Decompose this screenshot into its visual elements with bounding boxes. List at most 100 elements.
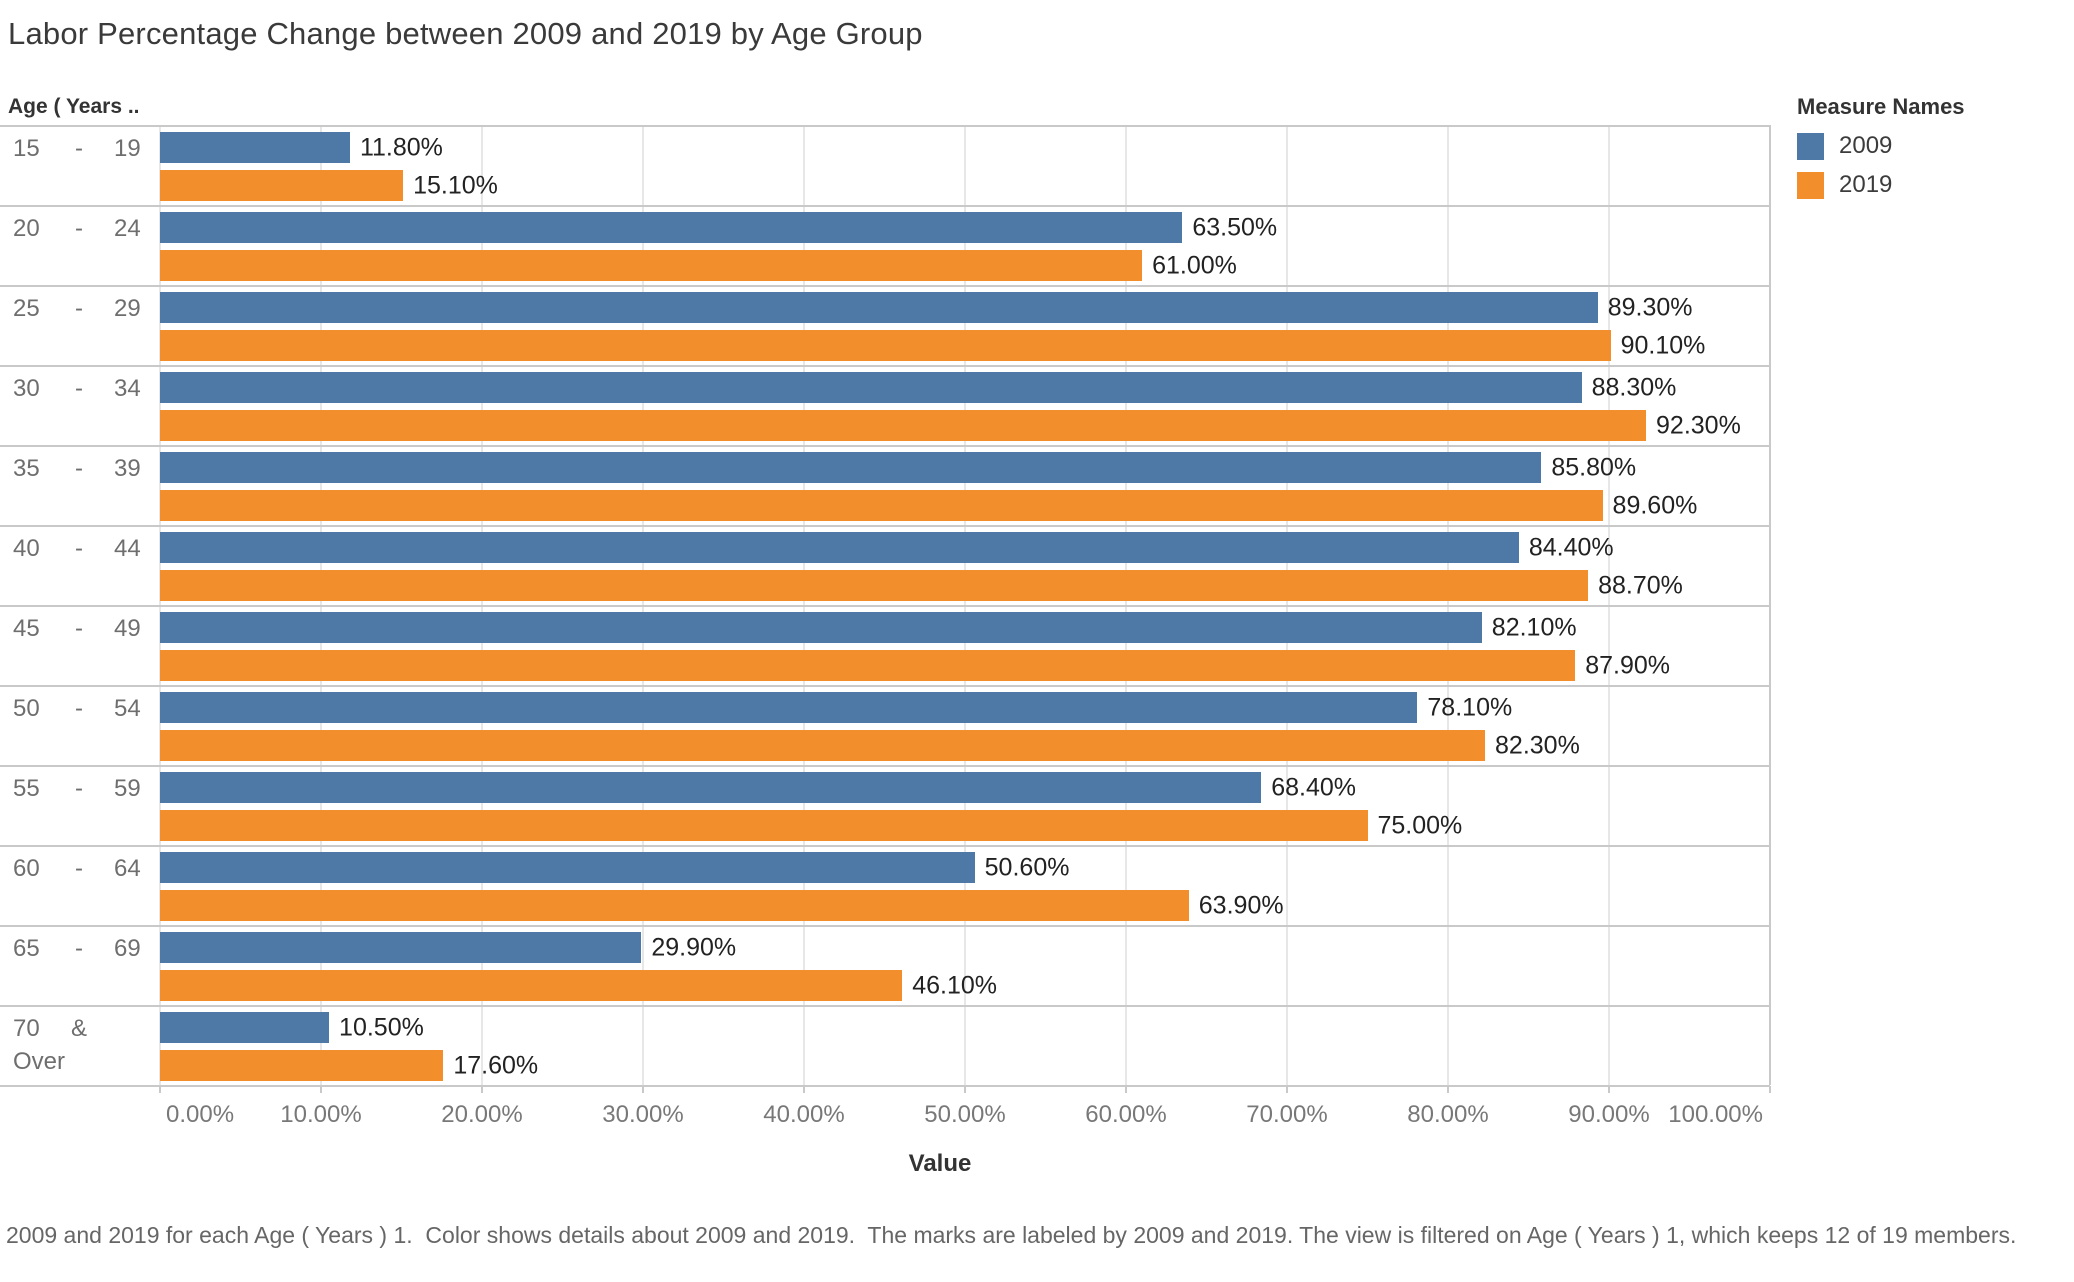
caption: 2009 and 2019 for each Age ( Years ) 1. … <box>6 1222 2017 1248</box>
bar-2019[interactable] <box>160 410 1647 441</box>
bar-value-label: 89.30% <box>1607 293 1693 321</box>
bar-2019[interactable] <box>160 650 1576 681</box>
bar-2009[interactable] <box>160 452 1542 483</box>
bar-2009[interactable] <box>160 612 1482 643</box>
bar-2009[interactable] <box>160 532 1519 563</box>
age-separator: - <box>75 135 83 162</box>
bar-row-2009: 10.50% <box>160 1012 1770 1043</box>
x-tick-label: 70.00% <box>1246 1101 1328 1128</box>
bar-value-label: 15.10% <box>413 171 498 199</box>
bar-row-2019: 63.90% <box>160 890 1770 921</box>
age-separator: - <box>75 855 83 882</box>
bar-row-2009: 68.40% <box>160 772 1770 803</box>
age-start: 20 <box>13 215 40 242</box>
age-group-label: 70 & Over <box>0 1015 160 1093</box>
age-group-label: 30 - 34 <box>0 375 160 453</box>
age-start: 25 <box>13 295 40 322</box>
bar-value-label: 84.40% <box>1528 533 1614 561</box>
bar-value-label: 11.80% <box>359 133 443 161</box>
age-group-label: 50 - 54 <box>0 695 160 773</box>
x-tick-label: 100.00% <box>1668 1101 1763 1128</box>
legend-item-2009[interactable]: 2009 <box>1797 132 2073 160</box>
legend-swatch-2009[interactable] <box>1797 132 1824 160</box>
age-end: 49 <box>114 615 141 642</box>
legend-item-label: 2019 <box>1839 171 1893 198</box>
bar-row-2009: 78.10% <box>160 692 1770 723</box>
bar-value-label: 88.70% <box>1598 571 1683 599</box>
age-band-row: 50 - 54 78.10% 82.30% <box>0 685 1770 765</box>
bar-2009[interactable] <box>160 372 1582 403</box>
age-group-label: 15 - 19 <box>0 135 160 213</box>
bars-zone: 89.30% 90.10% <box>160 287 1770 365</box>
bar-2019[interactable] <box>160 170 404 201</box>
age-start: 50 <box>13 695 40 722</box>
bar-2009[interactable] <box>160 932 642 963</box>
bar-value-label: 85.80% <box>1551 453 1637 481</box>
bar-value-label: 17.60% <box>453 1051 539 1079</box>
bar-row-2009: 84.40% <box>160 532 1770 563</box>
age-group-label: 40 - 44 <box>0 535 160 613</box>
bar-2009[interactable] <box>160 1012 330 1043</box>
age-end: 29 <box>114 295 141 322</box>
x-tick-label: 0.00% <box>166 1101 235 1128</box>
x-tick-label: 50.00% <box>924 1101 1006 1128</box>
bar-2019[interactable] <box>160 490 1603 521</box>
bar-value-label: 61.00% <box>1152 251 1237 279</box>
age-separator: - <box>75 615 83 642</box>
bar-2019[interactable] <box>160 730 1486 761</box>
age-band-row: 55 - 59 68.40% 75.00% <box>0 765 1770 845</box>
x-tick <box>1447 1086 1449 1093</box>
age-end: 19 <box>114 135 141 162</box>
legend-item-2019[interactable]: 2019 <box>1797 171 2073 199</box>
age-band-row: 35 - 39 85.80% 89.60% <box>0 445 1770 525</box>
legend-title: Measure Names <box>1797 94 1965 119</box>
bar-value-label: 63.50% <box>1192 213 1278 241</box>
x-tick <box>159 1086 161 1093</box>
age-start: 70 <box>13 1015 40 1042</box>
bar-2009[interactable] <box>160 772 1262 803</box>
age-start: 60 <box>13 855 40 882</box>
bar-2009[interactable] <box>160 292 1598 323</box>
age-end: 39 <box>114 455 141 482</box>
age-band-row: 70 & Over 10.50% 17.60% <box>0 1005 1770 1085</box>
gridline-100pct <box>1769 125 1771 1085</box>
bars-zone: 63.50% 61.00% <box>160 207 1770 285</box>
x-tick <box>1769 1086 1771 1093</box>
bars-zone: 88.30% 92.30% <box>160 367 1770 445</box>
plot-area: 15 - 19 11.80% 15.10% 20 - 24 63.50% 61.00% 25 - 29 8… <box>0 125 1771 1087</box>
bar-row-2019: 88.70% <box>160 570 1770 601</box>
x-tick <box>481 1086 483 1093</box>
bars-zone: 85.80% 89.60% <box>160 447 1770 525</box>
legend-swatch-2019[interactable] <box>1797 171 1824 199</box>
age-start: 30 <box>13 375 40 402</box>
age-band-row: 25 - 29 89.30% 90.10% <box>0 285 1770 365</box>
bar-2019[interactable] <box>160 570 1589 601</box>
age-end: 24 <box>114 215 141 242</box>
bar-value-label: 50.60% <box>984 853 1070 881</box>
age-group-label: 55 - 59 <box>0 775 160 853</box>
age-group-label: 60 - 64 <box>0 855 160 933</box>
bar-value-label: 63.90% <box>1198 891 1284 919</box>
bar-2019[interactable] <box>160 330 1611 361</box>
bar-2019[interactable] <box>160 970 903 1001</box>
bar-row-2019: 17.60% <box>160 1050 1770 1081</box>
age-band-row: 45 - 49 82.10% 87.90% <box>0 605 1770 685</box>
x-tick <box>642 1086 644 1093</box>
x-tick-label: 40.00% <box>763 1101 845 1128</box>
age-start: 35 <box>13 455 40 482</box>
bar-2009[interactable] <box>160 132 350 163</box>
bar-value-label: 82.10% <box>1491 613 1577 641</box>
bar-2019[interactable] <box>160 890 1189 921</box>
bar-2009[interactable] <box>160 692 1418 723</box>
bar-2019[interactable] <box>160 1050 444 1081</box>
bar-2009[interactable] <box>160 212 1183 243</box>
bar-row-2019: 82.30% <box>160 730 1770 761</box>
bar-value-label: 46.10% <box>912 971 997 999</box>
bar-2019[interactable] <box>160 810 1368 841</box>
bar-2019[interactable] <box>160 250 1143 281</box>
bar-2009[interactable] <box>160 852 975 883</box>
bar-row-2009: 63.50% <box>160 212 1770 243</box>
x-tick <box>1286 1086 1288 1093</box>
age-group-label: 45 - 49 <box>0 615 160 693</box>
age-start: 15 <box>13 135 40 162</box>
